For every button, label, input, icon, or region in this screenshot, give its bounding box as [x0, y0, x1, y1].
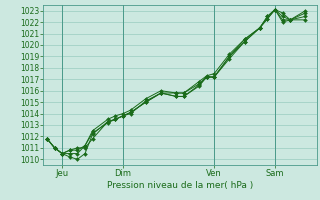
X-axis label: Pression niveau de la mer( hPa ): Pression niveau de la mer( hPa ) [107, 181, 253, 190]
